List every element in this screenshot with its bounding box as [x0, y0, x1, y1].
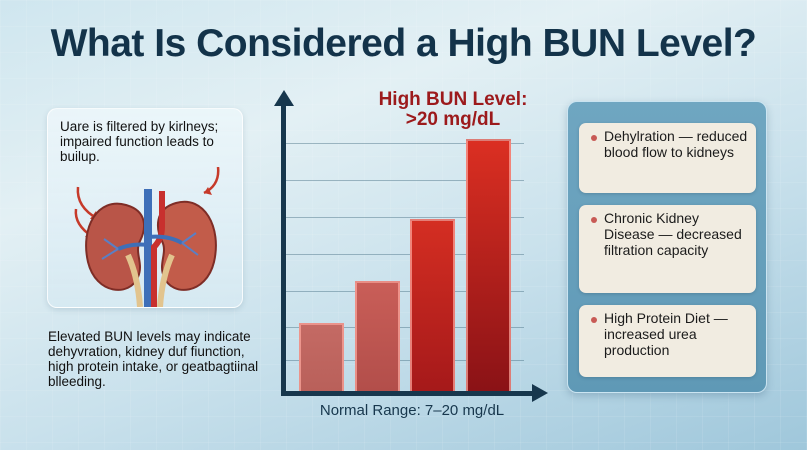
kidney-illustration-icon	[74, 167, 220, 307]
normal-range-label: Normal Range: 7–20 mg/dL	[319, 402, 505, 419]
bullet-icon	[591, 317, 597, 323]
page-title: What Is Considered a High BUN Level?	[50, 22, 757, 65]
y-axis-arrow-icon	[274, 90, 294, 106]
bullet-icon	[591, 135, 597, 141]
gridline	[286, 327, 524, 328]
gridline	[286, 143, 524, 144]
elevated-bun-description: Elevated BUN levels may indicate dehyvra…	[48, 329, 259, 389]
cause-text: Dehylration — reduced blood flow to kidn…	[604, 128, 748, 160]
cause-card-dehydration: Dehylration — reduced blood flow to kidn…	[579, 123, 756, 193]
x-axis-arrow-icon	[532, 384, 548, 402]
high-bun-label-line1: High BUN Level:	[378, 89, 528, 110]
bar-1	[299, 323, 344, 392]
cause-card-ckd: Chronic Kidney Disease — decreased filtr…	[579, 205, 756, 293]
causes-panel: Dehylration — reduced blood flow to kidn…	[567, 101, 767, 393]
bar-3	[410, 219, 455, 392]
bun-bar-chart: High BUN Level: >20 mg/dL	[272, 90, 548, 402]
bar-4	[466, 139, 511, 392]
cause-card-protein-diet: High Protein Diet — increased urea produ…	[579, 305, 756, 377]
bullet-icon	[591, 217, 597, 223]
high-bun-label-line2: >20 mg/dL	[405, 109, 501, 130]
x-axis	[281, 391, 536, 396]
gridline	[286, 254, 524, 255]
gridline	[286, 217, 524, 218]
high-bun-annotation: High BUN Level: >20 mg/dL	[362, 90, 544, 130]
gridline	[286, 360, 524, 361]
gridline	[286, 180, 524, 181]
kidney-info-text: Uare is filtered by kirlneys; impaired f…	[60, 119, 219, 164]
bar-2	[355, 281, 400, 392]
kidney-info-card: Uare is filtered by kirlneys; impaired f…	[47, 108, 243, 308]
gridline	[286, 291, 524, 292]
cause-text: Chronic Kidney Disease — decreased filtr…	[604, 210, 742, 258]
y-axis	[281, 102, 286, 394]
cause-text: High Protein Diet — increased urea produ…	[604, 310, 728, 358]
